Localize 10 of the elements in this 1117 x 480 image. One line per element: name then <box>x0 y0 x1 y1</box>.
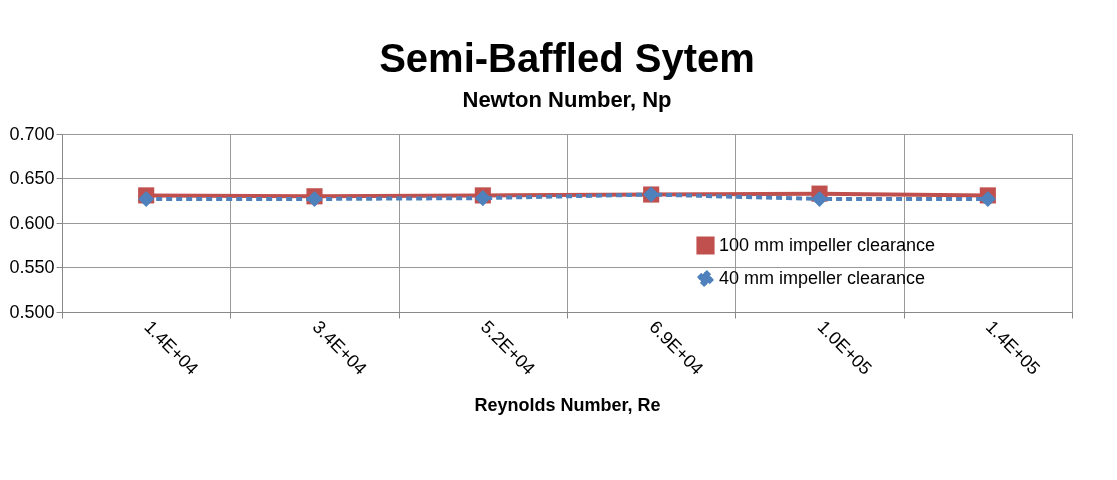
legend-label: 40 mm impeller clearance <box>719 267 926 288</box>
y-tick-label: 0.500 <box>9 301 55 322</box>
chart-subtitle: Newton Number, Np <box>462 87 672 112</box>
y-tick-label: 0.550 <box>9 257 55 277</box>
chart-title: Semi-Baffled Sytem <box>379 36 755 80</box>
y-tick-label: 0.650 <box>9 168 55 188</box>
y-tick-label: 0.700 <box>9 123 55 144</box>
x-axis-title: Reynolds Number, Re <box>474 394 661 415</box>
legend-label: 100 mm impeller clearance <box>719 234 936 255</box>
y-tick-label: 0.600 <box>9 212 55 233</box>
